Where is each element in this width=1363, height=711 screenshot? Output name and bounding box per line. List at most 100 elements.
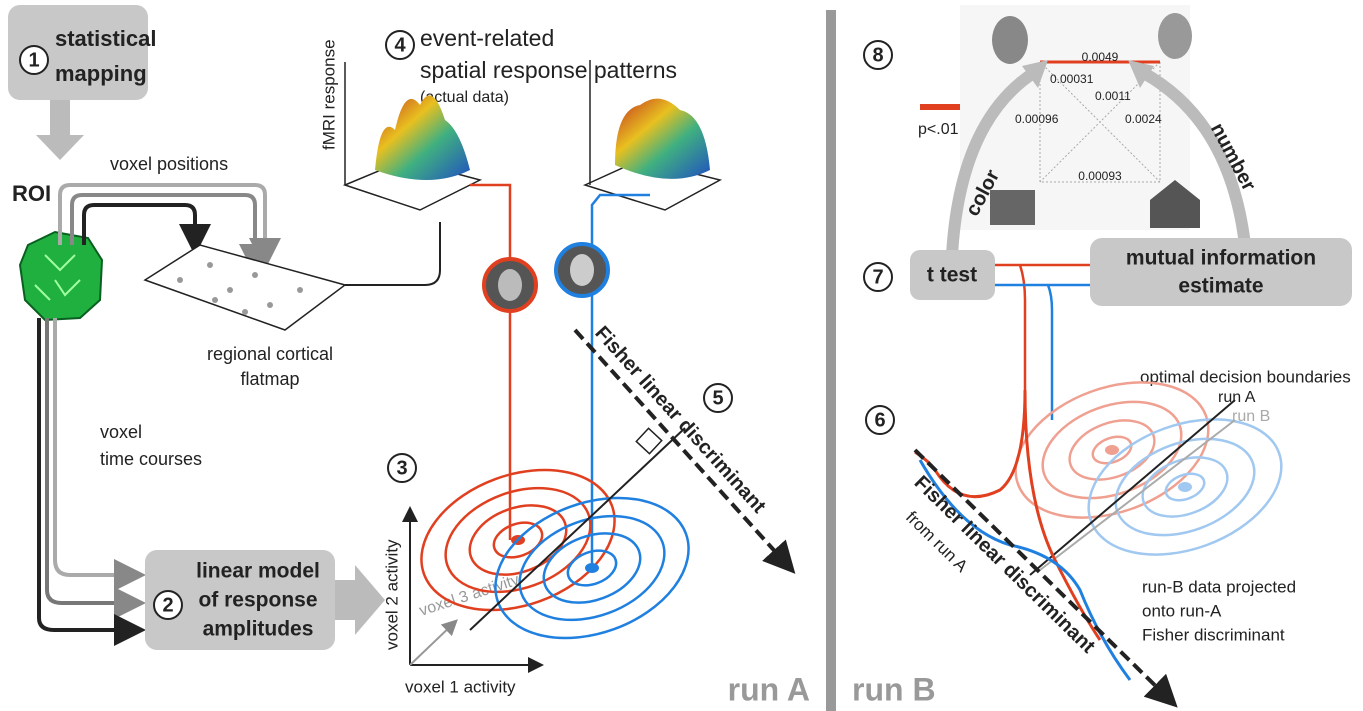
fisher-line: [913, 448, 1178, 708]
blue-center: [1178, 482, 1192, 492]
decision-boundary: [469, 427, 686, 631]
legend-text: p<.01: [918, 121, 959, 138]
time-courses-label: time courses: [100, 449, 202, 469]
step-1-box: [19, 45, 49, 75]
t-test-box: t test: [910, 250, 995, 300]
roi-label: ROI: [12, 181, 51, 206]
matrix: [992, 16, 1028, 64]
matrix: [1150, 180, 1200, 228]
matrix: [1158, 13, 1192, 59]
response-pattern: [375, 95, 470, 180]
red-ellipses: [492, 521, 544, 559]
fisher-label: Fisher linear discriminant: [910, 472, 1100, 658]
step-5-marker: [703, 383, 733, 413]
right-angle: [635, 427, 663, 455]
red-ellipses: [420, 468, 616, 612]
flatmap: [177, 262, 303, 315]
blue-trace: [590, 193, 650, 565]
step-6-marker: 6: [865, 405, 895, 435]
arrow: [36, 100, 84, 160]
faint-blue-ellipses: [1164, 472, 1206, 502]
flatmap: [212, 297, 218, 303]
blue-ellipses: [542, 532, 642, 604]
flatmap: [143, 244, 347, 331]
fmri-label: fMRI response: [319, 39, 338, 150]
matrix-value: 0.0049 0.00031 0.0011 0.00096 0.0024 0.0…: [1015, 50, 1162, 183]
red-ellipses: [468, 504, 568, 576]
blue-center: [585, 563, 599, 573]
step-4: (actual data): [420, 89, 509, 106]
blue-ellipses: [494, 496, 690, 640]
projected-label: Fisher discriminant: [1142, 625, 1285, 644]
step-2-box: [153, 590, 183, 620]
step-2-box: [335, 565, 385, 635]
arrow: [946, 66, 1039, 256]
flatmap: [242, 309, 248, 315]
faint-blue-ellipses: [1087, 418, 1283, 556]
arrow-head: [1022, 60, 1154, 88]
flatmap-label: regional cortical: [207, 344, 333, 364]
face-icon: [570, 254, 594, 286]
mutual-info-box: estimate: [1178, 275, 1263, 298]
red-trace: [995, 263, 1090, 390]
step-5-marker: 5: [712, 387, 723, 409]
projected-label: run-B data projected: [1142, 577, 1296, 596]
roi-blob: [34, 254, 81, 301]
step-1-box: [8, 5, 148, 100]
red-trace: [470, 183, 512, 540]
arrow: [36, 100, 84, 160]
connector: [45, 318, 146, 619]
red-ellipses: [420, 468, 616, 612]
faint-blue-ellipses: [1141, 456, 1229, 518]
step-8-marker: 8: [872, 44, 883, 66]
roi-blob: [18, 230, 104, 322]
boundary-label: run B: [1232, 408, 1270, 425]
faint-blue-ellipses: [1087, 418, 1283, 556]
step-4: [385, 30, 415, 60]
step-3-marker: [387, 453, 417, 483]
optimal-label: optimal decision boundaries: [1140, 367, 1351, 386]
step-5-marker: 5: [703, 383, 733, 413]
step-7-marker: 7: [863, 262, 893, 292]
faint-red-ellipses: [1091, 435, 1133, 465]
connector: [82, 203, 211, 256]
step-4: 4 event-related spatial response pattern…: [385, 25, 677, 106]
matrix: [990, 190, 1035, 225]
step-1-box: statistical: [55, 26, 157, 51]
fisher-label: Fisher linear discriminant: [590, 322, 770, 518]
connector: [58, 183, 281, 270]
matrix: [960, 5, 1200, 230]
flatmap: [207, 262, 213, 268]
arrow: [1139, 66, 1251, 246]
voxel-positions: voxel positions: [110, 154, 228, 174]
blue-trace: [995, 283, 1090, 420]
roi-blob: [18, 230, 104, 322]
flatmap: [143, 244, 347, 331]
axis: [402, 506, 544, 673]
boundary-b: [1039, 419, 1236, 571]
mutual-info-box: [1090, 238, 1352, 306]
flatmap: [227, 287, 233, 293]
blue-distribution: [918, 459, 1132, 681]
faint-red-ellipses: [1014, 381, 1210, 519]
matrix-value: 0.0024: [1125, 112, 1162, 126]
connector: [37, 318, 146, 646]
blue-ellipses: [494, 496, 690, 640]
flatmap: [297, 287, 303, 293]
connector: [53, 318, 146, 591]
response-pattern: [342, 60, 723, 211]
step-3-marker: 3: [396, 457, 407, 479]
red-center: [1105, 445, 1119, 455]
step-2-box: 2 linear model of response amplitudes: [145, 550, 385, 650]
matrix-value: 0.0049: [1082, 50, 1119, 64]
step-1-box: mapping: [55, 61, 147, 86]
step-4: spatial response patterns: [420, 57, 677, 83]
connector: [345, 222, 441, 286]
step-8-marker: [863, 40, 893, 70]
step-6-marker: 6: [874, 409, 885, 431]
step-1-box: 1 statistical mapping: [8, 5, 157, 100]
matrix-value: 0.00096: [1015, 112, 1059, 126]
step-2-box: [145, 550, 335, 650]
step-4: event-related: [420, 25, 554, 51]
